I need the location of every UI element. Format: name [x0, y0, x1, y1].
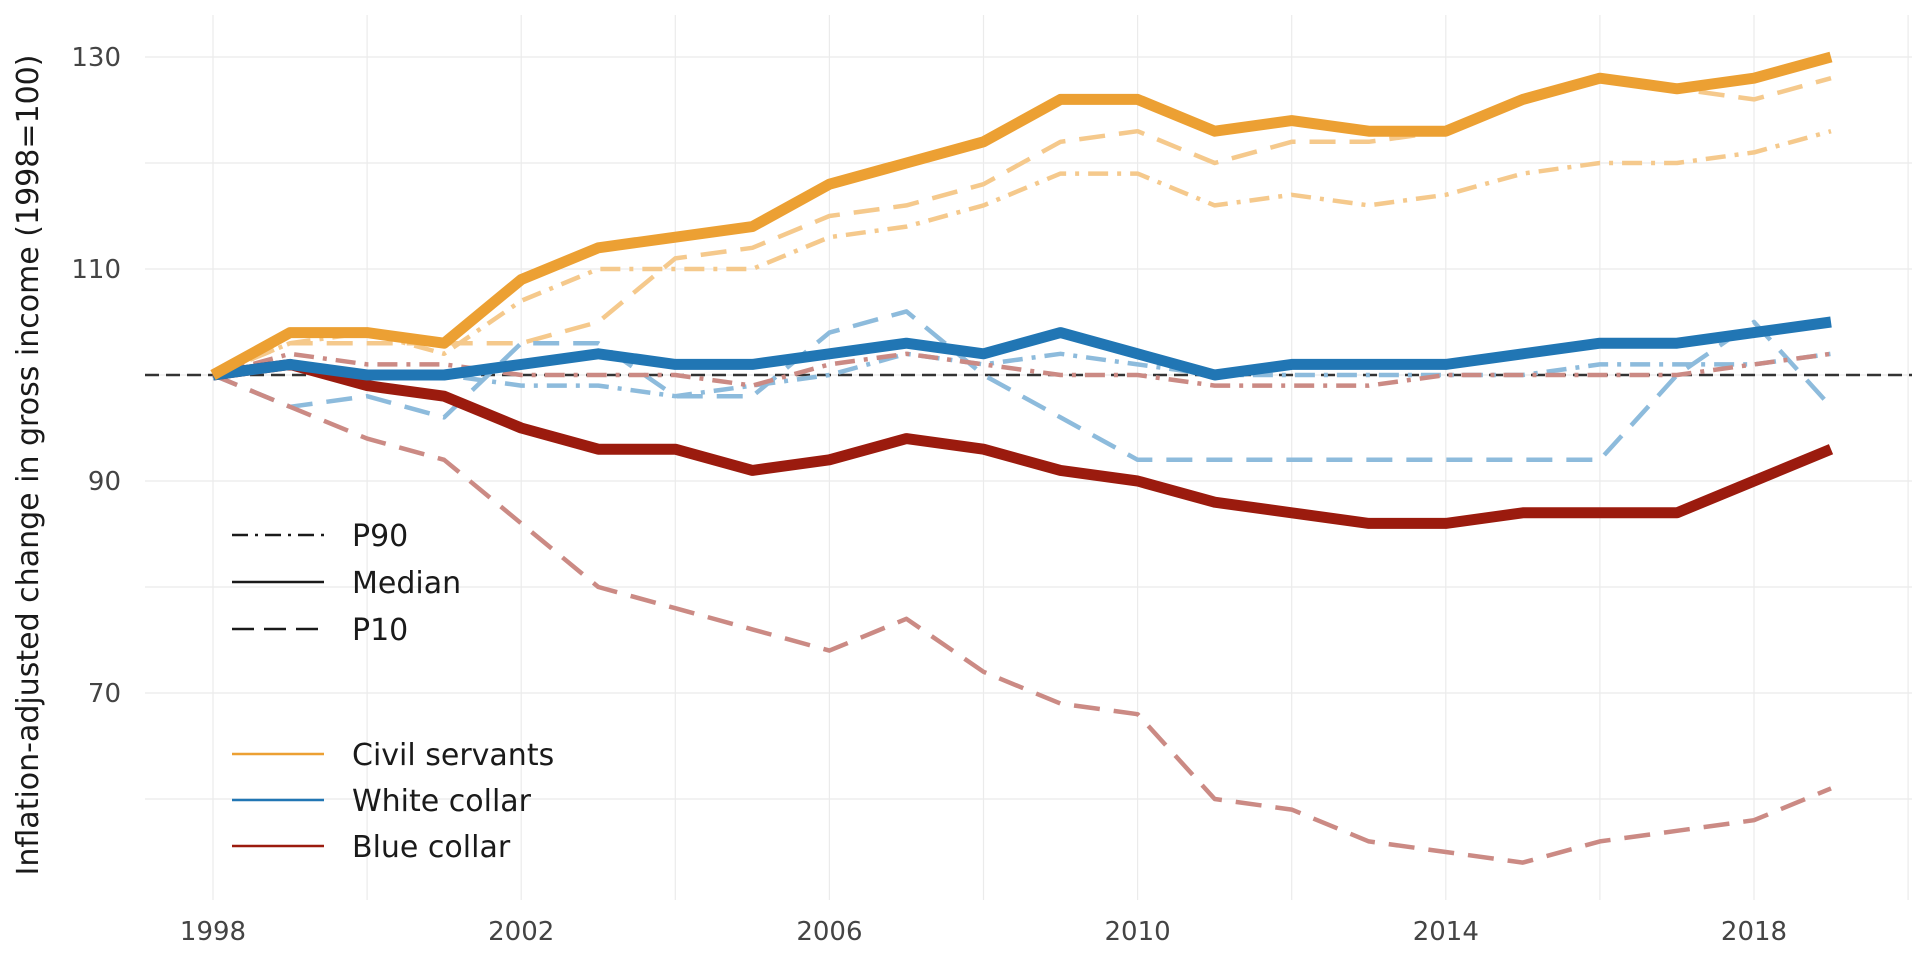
- blue-collar-p90-line: [212, 351, 1832, 388]
- blue-collar-median-line: [212, 358, 1834, 529]
- series-lines: [210, 51, 1834, 865]
- x-tick-label: 2010: [1105, 917, 1171, 947]
- y-axis-title: Inflation-adjusted change in gross incom…: [11, 55, 46, 876]
- legend-linetype: P90 Median P10: [232, 519, 461, 648]
- y-axis-ticks: 70 90 110 130: [71, 43, 121, 709]
- x-tick-label: 2002: [488, 917, 554, 947]
- x-axis-ticks: 1998 2002 2006 2010 2014 2018: [180, 917, 1787, 947]
- x-tick-label: 2018: [1721, 917, 1787, 947]
- white-collar-median-line: [212, 316, 1832, 381]
- legend-label-p90: P90: [352, 519, 408, 554]
- legend-label-civil-servants: Civil servants: [352, 738, 554, 773]
- legend-label-blue-collar: Blue collar: [352, 830, 511, 865]
- legend-label-median: Median: [352, 566, 461, 601]
- x-tick-label: 2014: [1413, 917, 1479, 947]
- y-tick-label: 90: [88, 467, 121, 497]
- legend-label-p10: P10: [352, 613, 408, 648]
- x-tick-label: 1998: [180, 917, 246, 947]
- civil-servants-p90-line: [212, 129, 1832, 378]
- x-tick-label: 2006: [796, 917, 862, 947]
- y-tick-label: 130: [71, 43, 121, 73]
- legend-label-white-collar: White collar: [352, 784, 532, 819]
- blue-collar-p10-line: [212, 372, 1832, 865]
- white-collar-p10-line: [212, 309, 1833, 463]
- civil-servants-median-line: [210, 51, 1833, 380]
- legend-group: Civil servants White collar Blue collar: [232, 738, 554, 865]
- y-tick-label: 70: [88, 679, 121, 709]
- y-tick-label: 110: [71, 255, 121, 285]
